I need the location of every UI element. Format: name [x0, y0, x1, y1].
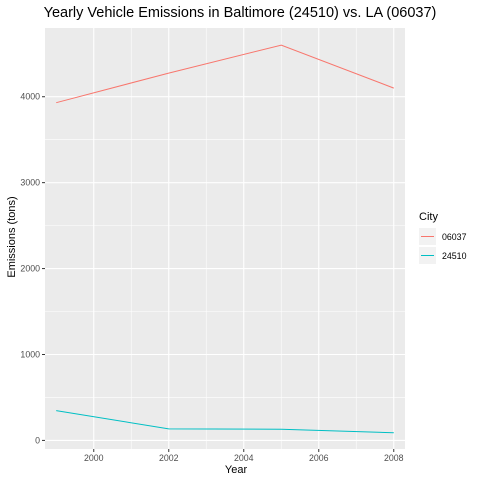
chart-title: Yearly Vehicle Emissions in Baltimore (2…	[44, 5, 437, 21]
legend-label-06037: 06037	[442, 232, 467, 242]
y-axis: 0 1000 2000 3000 4000	[20, 92, 45, 445]
x-tick-label: 2002	[159, 453, 179, 463]
y-tick-label: 2000	[20, 264, 40, 274]
y-tick-label: 3000	[20, 178, 40, 188]
grid-major	[45, 28, 405, 449]
legend: City 06037 24510	[419, 211, 467, 264]
y-tick-label: 4000	[20, 92, 40, 102]
series-line-06037	[56, 44, 394, 104]
y-tick-label: 0	[35, 435, 40, 445]
grid-minor	[45, 28, 405, 449]
x-axis: 2000 2002 2004 2006 2008	[84, 449, 404, 463]
x-tick-label: 2004	[234, 453, 254, 463]
series-lines	[56, 44, 394, 434]
x-tick-label: 2000	[84, 453, 104, 463]
x-tick-label: 2008	[384, 453, 404, 463]
y-axis-title: Emissions (tons)	[6, 196, 18, 277]
legend-title: City	[419, 211, 438, 223]
series-line-24510	[56, 410, 394, 434]
legend-label-24510: 24510	[442, 251, 467, 261]
x-axis-title: Year	[225, 464, 248, 476]
y-tick-label: 1000	[20, 349, 40, 359]
x-tick-label: 2006	[309, 453, 329, 463]
plot-panel	[45, 28, 405, 449]
